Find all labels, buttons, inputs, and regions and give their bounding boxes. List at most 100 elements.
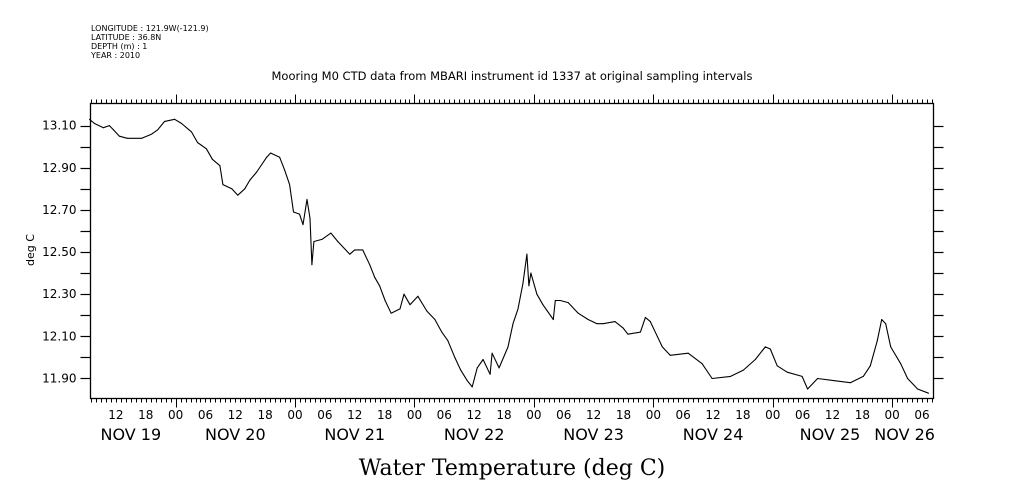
data-point bbox=[279, 156, 281, 158]
data-point bbox=[409, 304, 411, 306]
y-tick-label: 13.10 bbox=[42, 119, 76, 133]
data-point bbox=[460, 369, 462, 371]
y-tick-label: 12.30 bbox=[42, 287, 76, 301]
x-tick-label: 18 bbox=[616, 408, 631, 422]
x-tick-label: 12 bbox=[825, 408, 840, 422]
data-point bbox=[211, 158, 213, 160]
x-tick-label: 12 bbox=[108, 408, 123, 422]
data-point bbox=[587, 318, 589, 320]
data-point bbox=[196, 141, 198, 143]
data-point bbox=[118, 135, 120, 137]
data-point bbox=[426, 310, 428, 312]
x-day-label: NOV 19 bbox=[100, 425, 161, 444]
data-point bbox=[542, 304, 544, 306]
data-point bbox=[454, 356, 456, 358]
y-tick-label: 12.90 bbox=[42, 161, 76, 175]
data-point bbox=[249, 179, 251, 181]
data-point bbox=[191, 131, 193, 133]
data-point bbox=[522, 283, 524, 285]
data-point bbox=[639, 331, 641, 333]
data-point bbox=[754, 359, 756, 361]
data-point bbox=[266, 156, 268, 158]
data-point bbox=[928, 392, 930, 394]
data-point bbox=[711, 377, 713, 379]
data-point bbox=[141, 137, 143, 139]
data-point bbox=[284, 169, 286, 171]
data-point bbox=[526, 253, 528, 255]
data-point bbox=[93, 123, 95, 125]
x-tick-label: 00 bbox=[287, 408, 302, 422]
x-tick-label: 18 bbox=[735, 408, 750, 422]
data-point bbox=[349, 253, 351, 255]
x-tick-label: 12 bbox=[347, 408, 362, 422]
axes: 11.90 12.10 12.30 12.50 12.70 12.90 13.10 12 18 0… bbox=[42, 94, 944, 444]
x-day-label: NOV 23 bbox=[563, 425, 624, 444]
data-point bbox=[379, 285, 381, 287]
x-tick-label: 00 bbox=[885, 408, 900, 422]
x-tick-label: 12 bbox=[228, 408, 243, 422]
data-point bbox=[102, 127, 104, 129]
x-day-label: NOV 21 bbox=[324, 425, 385, 444]
x-day-label: NOV 25 bbox=[800, 425, 861, 444]
data-point bbox=[552, 318, 554, 320]
data-point bbox=[417, 295, 419, 297]
data-point bbox=[311, 264, 313, 266]
data-point bbox=[321, 238, 323, 240]
data-point bbox=[313, 241, 315, 243]
x-tick-label: 06 bbox=[317, 408, 332, 422]
data-series bbox=[89, 118, 930, 394]
data-point bbox=[302, 224, 304, 226]
data-point bbox=[517, 308, 519, 310]
data-point bbox=[441, 331, 443, 333]
data-point bbox=[687, 352, 689, 354]
data-point bbox=[512, 323, 514, 325]
x-tick-label: 06 bbox=[556, 408, 571, 422]
data-point bbox=[306, 198, 308, 200]
plot-frame bbox=[89, 102, 935, 400]
data-point bbox=[764, 346, 766, 348]
depth-label: DEPTH (m) : 1 bbox=[91, 42, 147, 51]
x-tick-label: 06 bbox=[795, 408, 810, 422]
data-point bbox=[627, 333, 629, 335]
data-point bbox=[622, 327, 624, 329]
data-point bbox=[181, 123, 183, 125]
data-point bbox=[869, 365, 871, 367]
x-tick-label: 06 bbox=[437, 408, 452, 422]
longitude-label: LONGITUDE : 121.9W(-121.9) bbox=[91, 24, 209, 33]
x-axis-label: Water Temperature (deg C) bbox=[359, 456, 666, 481]
data-point bbox=[900, 363, 902, 365]
x-tick-label: 18 bbox=[377, 408, 392, 422]
data-point bbox=[222, 184, 224, 186]
data-point bbox=[108, 125, 110, 127]
year-label: YEAR : 2010 bbox=[90, 51, 140, 60]
x-day-label: NOV 22 bbox=[444, 425, 505, 444]
data-point bbox=[369, 264, 371, 266]
data-point bbox=[434, 318, 436, 320]
data-point bbox=[498, 367, 500, 369]
data-point bbox=[507, 346, 509, 348]
x-tick-label: 12 bbox=[586, 408, 601, 422]
data-point bbox=[354, 249, 356, 251]
data-point bbox=[577, 312, 579, 314]
data-point bbox=[849, 382, 851, 384]
data-point bbox=[649, 321, 651, 323]
data-point bbox=[299, 213, 301, 215]
data-point bbox=[390, 312, 392, 314]
y-tick-label: 12.10 bbox=[42, 329, 76, 343]
data-point bbox=[536, 293, 538, 295]
data-point bbox=[567, 302, 569, 304]
data-point bbox=[596, 323, 598, 325]
data-point bbox=[528, 285, 530, 287]
data-point bbox=[89, 118, 91, 120]
x-tick-label: 18 bbox=[496, 408, 511, 422]
data-point bbox=[231, 188, 233, 190]
data-point bbox=[862, 375, 864, 377]
data-point bbox=[602, 323, 604, 325]
x-tick-label: 18 bbox=[258, 408, 273, 422]
data-point bbox=[476, 367, 478, 369]
data-point bbox=[669, 354, 671, 356]
data-point bbox=[876, 340, 878, 342]
data-point bbox=[112, 129, 114, 131]
data-point bbox=[205, 148, 207, 150]
data-point bbox=[832, 380, 834, 382]
